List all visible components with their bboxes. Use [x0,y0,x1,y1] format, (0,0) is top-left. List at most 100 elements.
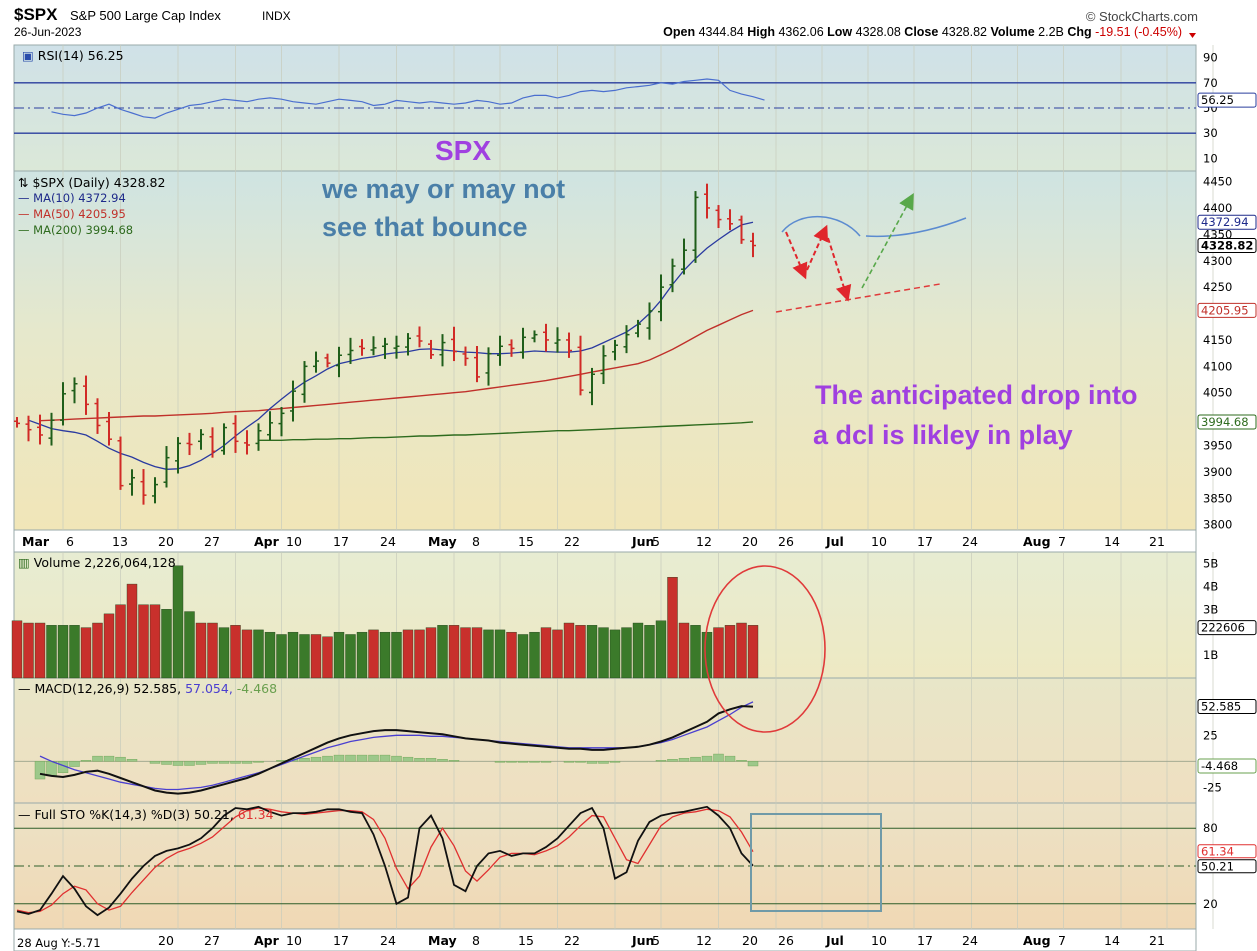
volume-bar [678,622,690,679]
ma50-line [39,309,754,422]
macd-histogram-bar [356,754,368,762]
ohlc-value: 2.2B [1038,25,1064,39]
macd-histogram-bar [230,761,241,764]
bottom-date-axis [13,928,1197,951]
price-tag-text: 3994.68 [1201,415,1249,429]
volume-bar [287,631,299,679]
ohlc-label: Chg [1064,25,1095,39]
volume-value-tag-text: 222606 [1201,621,1245,635]
sto-d-tag [1197,844,1257,859]
price-tag [1197,414,1257,430]
grid-lines [62,45,1214,929]
macd-histogram-bar [586,761,598,764]
volume-bar [23,622,34,679]
date-tick-label: May [428,933,457,948]
sto-d-tag-text: 61.34 [1201,845,1234,859]
volume-bar [494,629,506,679]
macd-histogram-bar [690,756,701,762]
volume-bar [138,604,149,679]
annotation-bounce-line2: see that bounce [322,212,528,242]
macd-histogram-bar [379,754,391,762]
annotation-overlay: SPX we may or may not see that bounce Th… [321,135,1138,912]
volume-bar [299,634,310,679]
date-tick-label: Mar [22,534,50,549]
macd-histogram-bar [724,755,736,762]
volume-bar [575,625,586,679]
volume-bar [46,625,57,679]
date-tick-label: 14 [1104,534,1120,549]
ohlc-label: Low [824,25,856,39]
price-tag [1197,238,1257,254]
volume-bar [103,613,115,679]
volume-bar [460,627,471,679]
date-tick-label: 5 [652,534,660,549]
annotation-bounce-line1: we may or may not [321,174,565,204]
macd-histogram-bar [448,760,460,762]
macd-histogram-bar [172,761,184,766]
macd-histogram-bar [609,761,621,763]
date-tick-label: 17 [333,534,349,549]
macd-histogram-bar [414,758,425,762]
volume-tick-label: 4B [1203,579,1218,593]
volume-bar [80,627,92,679]
macd-histogram-bar [46,761,57,777]
macd-histogram-bar [310,756,322,762]
volume-bar [368,629,379,679]
macd-histogram-bar [368,754,379,762]
date-tick-label: Jun [631,933,654,948]
macd-histogram-bar [437,759,448,762]
macd-histogram-bar [149,761,161,764]
macd-histogram-bar [103,755,115,762]
ohlc-label: High [744,25,779,39]
volume-bar [126,583,138,679]
date-tick-label: 20 [742,933,758,948]
volume-bar [391,631,402,679]
macd-histogram-bar [218,761,230,764]
date-tick-label: 6 [66,534,74,549]
volume-bar [540,627,552,679]
macd-histogram-bar [115,756,126,762]
macd-histogram-bar [494,761,506,763]
volume-bar [172,565,184,679]
macd-panel [13,677,1197,804]
volume-bar [115,604,126,679]
sto-tick-label: 20 [1203,897,1218,911]
legends: ▣ RSI(14) 56.25 ⇅ $SPX (Daily) 4328.82 —… [18,48,277,822]
volume-bar [655,620,667,679]
stochastic-series [14,805,1196,917]
macd-histogram-bar [207,761,218,764]
macd-value-tag [1197,699,1257,715]
macd-histogram-bar [517,761,529,763]
date-tick-label: 8 [472,933,480,948]
ma10-legend: — MA(10) 4372.94 [18,191,126,205]
macd-histogram-bar [506,761,517,763]
price-legend: ⇅ $SPX (Daily) 4328.82 [18,175,165,190]
volume-bar [276,634,287,679]
date-tick-label: 21 [1149,534,1165,549]
volume-bar [471,627,483,679]
rsi-tick-label: 10 [1203,151,1218,165]
volume-bar [92,622,103,679]
macd-histogram-bar [575,761,586,763]
volume-bar [207,622,218,679]
volume-bar [322,636,333,679]
macd-histogram-bar [678,758,690,762]
macd-histogram-bar [333,754,345,762]
ticker-symbol: $SPX [14,5,58,24]
rsi-legend: ▣ RSI(14) 56.25 [22,48,124,63]
rsi-value-tag-text: 56.25 [1201,93,1234,107]
date-tick-label: 5 [652,933,660,948]
ma50-projection-line [775,283,941,313]
price-tick-label: 4050 [1203,386,1232,400]
macd-histogram-bar [322,755,333,762]
macd-histogram-bar [701,755,713,762]
volume-bar [724,625,736,679]
stochastic-highlight-box [750,813,882,912]
macd-histogram-bar [402,756,414,762]
annotation-drop-line1: The anticipated drop into [815,380,1138,410]
bounce-arrow [806,224,829,271]
date-axis-strip [13,529,1197,553]
date-tick-label: 20 [158,933,174,948]
date-tick-label: 26 [778,933,794,948]
price-tag-text: 4372.94 [1201,215,1249,229]
